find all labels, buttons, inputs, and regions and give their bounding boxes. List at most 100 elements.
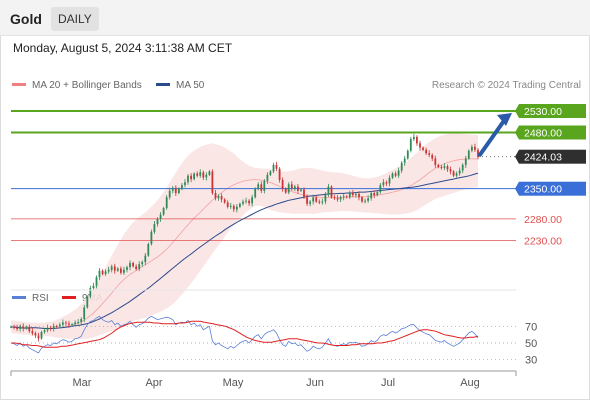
candle-body	[74, 322, 76, 325]
candle-body	[477, 149, 479, 157]
candle-body	[98, 270, 101, 278]
legend-bollinger-label: MA 20 + Bollinger Bands	[32, 80, 142, 91]
candle-body	[110, 266, 113, 270]
candle-body	[31, 331, 34, 334]
candle-body	[309, 201, 311, 204]
candle-body	[28, 326, 31, 332]
bollinger-middle-line	[11, 158, 478, 329]
candle-body	[226, 202, 229, 207]
candle-body	[138, 264, 141, 269]
candle-body	[80, 319, 83, 322]
candle-body	[342, 196, 345, 198]
candle-body	[446, 166, 449, 170]
candle-body	[165, 197, 168, 209]
candle-body	[461, 164, 464, 171]
candle-body	[263, 180, 266, 191]
rsi-swatch	[12, 295, 26, 299]
candle-body	[455, 173, 458, 176]
candle-body	[266, 174, 269, 181]
candle-body	[278, 168, 281, 180]
rsi-tick-70: 70	[525, 321, 537, 333]
candle-body	[391, 173, 394, 178]
candle-body	[345, 196, 348, 198]
candle-body	[425, 149, 427, 154]
level-tag-bg-2480.00	[519, 125, 586, 140]
candle-body	[330, 186, 333, 198]
candle-body	[385, 182, 388, 184]
candle-body	[153, 224, 156, 232]
candle-body	[92, 285, 95, 288]
candle-body	[351, 193, 354, 196]
candle-body	[358, 193, 360, 198]
candle-body	[321, 201, 324, 203]
legend-bollinger: MA 20 + Bollinger Bands	[12, 80, 142, 91]
candle-body	[25, 326, 28, 329]
rsi-line	[10, 315, 479, 354]
candle-body	[184, 182, 186, 186]
candle-body	[428, 153, 431, 155]
rsi-9ma-line	[11, 320, 479, 348]
legend-rsi: RSI	[12, 293, 49, 304]
candle-body	[86, 296, 89, 308]
candle-body	[294, 186, 296, 189]
candle-body	[49, 327, 52, 329]
instrument-title: Gold	[10, 11, 42, 27]
candle-body	[232, 205, 235, 210]
candle-body	[431, 155, 434, 159]
candle-body	[458, 170, 461, 174]
candle-body	[339, 197, 342, 200]
candle-body	[202, 172, 205, 178]
level-tag-pointer-2350.00	[515, 181, 519, 196]
candle-body	[336, 198, 339, 200]
candle-body	[178, 188, 180, 193]
candle-body	[43, 330, 46, 332]
timeframe-tab[interactable]: DAILY	[51, 7, 99, 31]
candle-body	[116, 268, 119, 271]
candle-body	[290, 184, 293, 189]
forecast-arrow-shaft	[478, 115, 508, 157]
legend-rsi-label: RSI	[32, 293, 49, 304]
bollinger-swatch	[12, 82, 26, 86]
candle-body	[474, 146, 476, 150]
candle-body	[141, 262, 144, 265]
level-tag-2480.00: 2480.00	[524, 128, 562, 140]
candle-body	[174, 187, 177, 193]
x-tick-jun: Jun	[306, 377, 324, 389]
level-tag-2530.00: 2530.00	[524, 106, 562, 118]
candle-body	[129, 262, 131, 268]
candle-body	[467, 150, 470, 159]
candle-body	[355, 193, 357, 196]
candle-body	[193, 173, 195, 180]
candle-body	[269, 171, 272, 175]
level-tag-pointer-2480.00	[515, 125, 519, 140]
candle-body	[34, 333, 37, 336]
candle-body	[324, 193, 327, 202]
candle-body	[104, 271, 107, 275]
candle-body	[315, 197, 318, 202]
candle-body	[373, 193, 376, 196]
candle-body	[242, 201, 244, 204]
candle-body	[440, 167, 443, 169]
candle-body	[327, 186, 330, 194]
level-tag-bg-2350.00	[519, 181, 586, 196]
candle-body	[382, 182, 385, 186]
candle-body	[211, 171, 214, 193]
candle-body	[89, 288, 92, 297]
level-tag-2350.00: 2350.00	[524, 184, 562, 196]
bollinger-band-fill	[11, 133, 478, 340]
candle-body	[159, 214, 162, 219]
candle-body	[147, 243, 150, 256]
x-tick-apr: Apr	[145, 377, 162, 389]
candle-body	[62, 322, 64, 325]
candle-body	[379, 185, 382, 193]
legend-ma50: MA 50	[156, 80, 204, 91]
candle-body	[254, 188, 257, 198]
candle-body	[275, 164, 278, 169]
candle-body	[284, 188, 287, 193]
rsi-tick-30: 30	[525, 355, 537, 367]
candle-body	[306, 197, 308, 204]
candle-body	[318, 201, 321, 203]
candle-body	[236, 206, 238, 210]
top-bar: Gold DAILY	[0, 0, 590, 36]
